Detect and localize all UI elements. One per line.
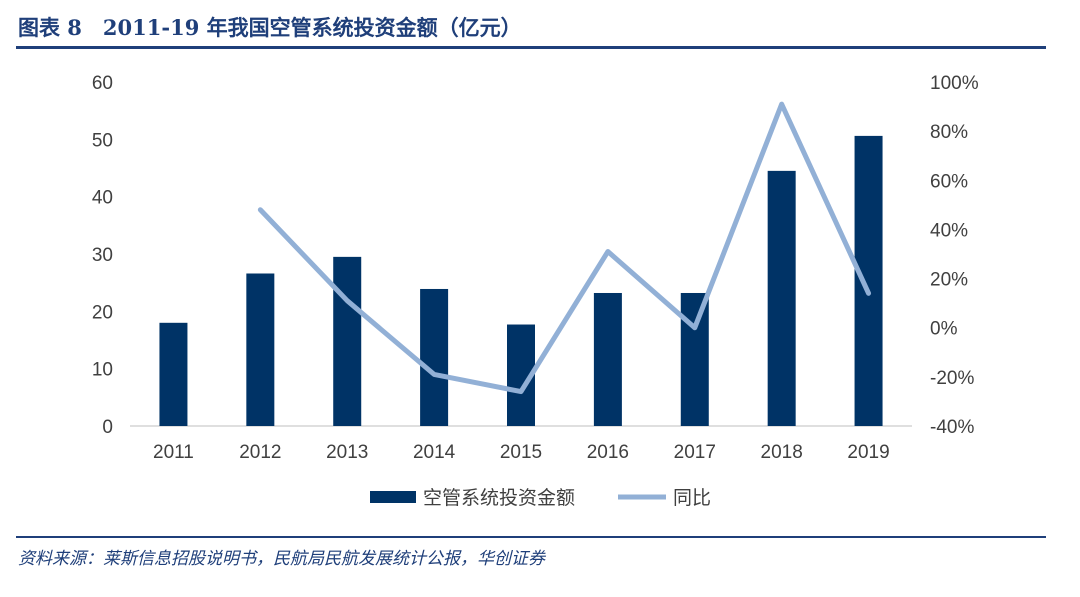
figure-title: 图表 8 2011-19 年我国空管系统投资金额（亿元） xyxy=(18,15,522,40)
y-left-tick-label: 30 xyxy=(92,245,113,266)
y-right-tick-label: 40% xyxy=(930,220,968,241)
bar xyxy=(680,292,709,426)
y-left-tick-label: 10 xyxy=(92,360,113,381)
y-right-tick-label: -20% xyxy=(930,368,974,389)
bar xyxy=(246,273,275,426)
legend-bar-swatch xyxy=(370,491,416,503)
x-tick-label: 2017 xyxy=(674,442,716,463)
x-tick-label: 2013 xyxy=(326,442,368,463)
y-left-tick-label: 50 xyxy=(92,130,113,151)
y-left-tick-label: 20 xyxy=(92,302,113,323)
x-tick-label: 2018 xyxy=(761,442,803,463)
y-right-tick-label: 0% xyxy=(930,319,958,340)
y-right-tick-label: 80% xyxy=(930,122,968,143)
y-right-tick-label: 100% xyxy=(930,73,979,94)
bar xyxy=(159,322,188,426)
x-tick-label: 2014 xyxy=(413,442,456,463)
y-left-tick-label: 40 xyxy=(92,188,113,209)
yoy-line xyxy=(257,101,872,395)
bar xyxy=(854,135,883,427)
title-divider xyxy=(16,46,1046,49)
y-left-tick-label: 60 xyxy=(92,73,113,94)
source-note: 资料来源：莱斯信息招股说明书，民航局民航发展统计公报，华创证券 xyxy=(18,549,545,569)
bar xyxy=(333,256,362,426)
y-right-tick-label: -40% xyxy=(930,417,974,438)
x-tick-label: 2011 xyxy=(153,442,194,463)
source-divider xyxy=(16,536,1046,538)
x-tick-label: 2015 xyxy=(500,442,542,463)
bar xyxy=(767,170,796,426)
y-right-tick-label: 60% xyxy=(930,171,968,192)
legend-line-label: 同比 xyxy=(673,487,711,509)
x-tick-label: 2019 xyxy=(847,442,889,463)
y-left-tick-label: 0 xyxy=(102,417,113,438)
bar xyxy=(420,288,449,426)
bar xyxy=(593,292,622,426)
legend-bar-label: 空管系统投资金额 xyxy=(423,487,575,509)
x-tick-label: 2016 xyxy=(587,442,629,463)
x-tick-label: 2012 xyxy=(239,442,281,463)
y-right-tick-label: 20% xyxy=(930,270,968,291)
